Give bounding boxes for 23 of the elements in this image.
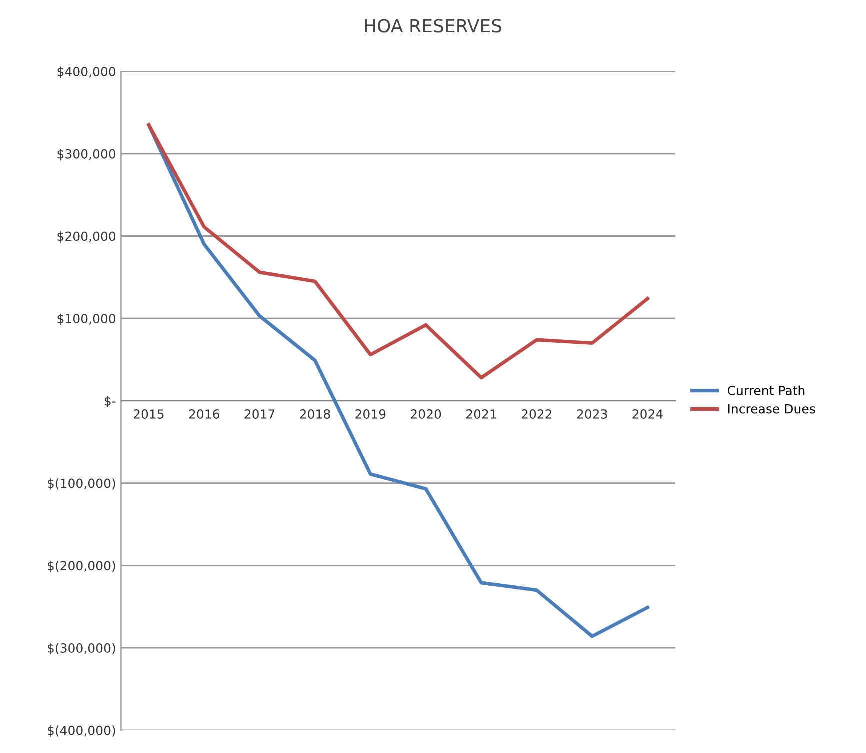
y-tick-label: $400,000 bbox=[58, 66, 116, 78]
legend-label: Increase Dues bbox=[728, 404, 816, 414]
x-tick-label: 2022 bbox=[522, 410, 552, 419]
y-tick-label: $300,000 bbox=[58, 149, 116, 160]
x-tick-label: 2023 bbox=[577, 410, 608, 419]
y-tick-label: $- bbox=[104, 396, 116, 408]
chart-title: HOA RESERVES bbox=[365, 19, 502, 33]
x-tick-label: 2015 bbox=[134, 410, 164, 419]
legend-label: Current Path bbox=[728, 386, 805, 396]
y-tick-label: $(100,000) bbox=[48, 478, 116, 490]
line-series bbox=[147, 123, 650, 380]
x-tick-label: 2018 bbox=[300, 410, 330, 419]
x-tick-label: 2024 bbox=[632, 410, 663, 419]
x-tick-label: 2021 bbox=[466, 410, 496, 419]
y-tick-label: $(200,000) bbox=[48, 560, 116, 572]
y-tick-label: $100,000 bbox=[58, 314, 116, 326]
x-tick-label: 2019 bbox=[356, 410, 386, 419]
x-tick-label: 2020 bbox=[411, 410, 442, 419]
x-tick-label: 2017 bbox=[244, 410, 275, 419]
y-tick-label: $(400,000) bbox=[48, 726, 116, 737]
x-tick-label: 2016 bbox=[189, 410, 220, 419]
y-tick-label: $200,000 bbox=[58, 232, 116, 243]
y-tick-label: $(300,000) bbox=[48, 643, 116, 655]
